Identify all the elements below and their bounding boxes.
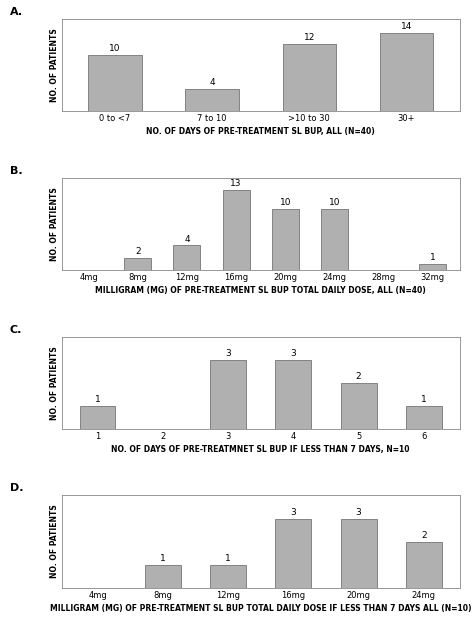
Text: 10: 10: [328, 198, 340, 207]
Text: 3: 3: [291, 349, 296, 358]
Bar: [223, 190, 250, 270]
Bar: [380, 33, 433, 111]
Bar: [275, 360, 311, 429]
Bar: [341, 518, 376, 588]
X-axis label: MILLIGRAM (MG) OF PRE-TREATMENT SL BUP TOTAL DAILY DOSE, ALL (N=40): MILLIGRAM (MG) OF PRE-TREATMENT SL BUP T…: [95, 286, 426, 295]
Text: B.: B.: [10, 166, 22, 176]
Bar: [210, 564, 246, 588]
Y-axis label: NO. OF PATIENTS: NO. OF PATIENTS: [50, 28, 59, 102]
Text: 1: 1: [95, 395, 100, 404]
Y-axis label: NO. OF PATIENTS: NO. OF PATIENTS: [50, 505, 59, 578]
X-axis label: NO. OF DAYS OF PRE-TREATMENT SL BUP, ALL (N=40): NO. OF DAYS OF PRE-TREATMENT SL BUP, ALL…: [146, 127, 375, 137]
Text: 1: 1: [160, 554, 166, 563]
Text: 3: 3: [356, 507, 362, 516]
Bar: [173, 245, 201, 270]
Text: 1: 1: [225, 554, 231, 563]
Y-axis label: NO. OF PATIENTS: NO. OF PATIENTS: [50, 346, 59, 420]
Bar: [406, 406, 442, 429]
Text: C.: C.: [10, 325, 22, 334]
Bar: [341, 383, 376, 429]
Text: 1: 1: [430, 253, 436, 262]
Bar: [406, 542, 442, 588]
Text: 12: 12: [303, 33, 315, 42]
Bar: [419, 264, 446, 270]
Text: 2: 2: [421, 531, 427, 540]
Bar: [124, 258, 151, 270]
Text: A.: A.: [10, 7, 23, 17]
Text: 1: 1: [421, 395, 427, 404]
Text: 10: 10: [280, 198, 291, 207]
Text: 4: 4: [184, 234, 190, 244]
Bar: [88, 56, 142, 111]
Text: 4: 4: [210, 78, 215, 87]
Bar: [210, 360, 246, 429]
Text: 3: 3: [291, 507, 296, 516]
X-axis label: NO. OF DAYS OF PRE-TREATMNET SL BUP IF LESS THAN 7 DAYS, N=10: NO. OF DAYS OF PRE-TREATMNET SL BUP IF L…: [111, 445, 410, 454]
Y-axis label: NO. OF PATIENTS: NO. OF PATIENTS: [50, 187, 59, 261]
Text: 13: 13: [230, 179, 242, 188]
Bar: [145, 564, 181, 588]
Bar: [272, 209, 299, 270]
Bar: [283, 44, 336, 111]
X-axis label: MILLIGRAM (MG) OF PRE-TREATMENT SL BUP TOTAL DAILY DOSE IF LESS THAN 7 DAYS ALL : MILLIGRAM (MG) OF PRE-TREATMENT SL BUP T…: [50, 604, 472, 612]
Bar: [80, 406, 116, 429]
Bar: [275, 518, 311, 588]
Text: 2: 2: [356, 372, 361, 381]
Text: 14: 14: [401, 22, 412, 31]
Text: 3: 3: [225, 349, 231, 358]
Bar: [321, 209, 348, 270]
Text: 10: 10: [109, 44, 121, 54]
Bar: [185, 89, 239, 111]
Text: D.: D.: [10, 483, 23, 494]
Text: 2: 2: [135, 247, 141, 256]
